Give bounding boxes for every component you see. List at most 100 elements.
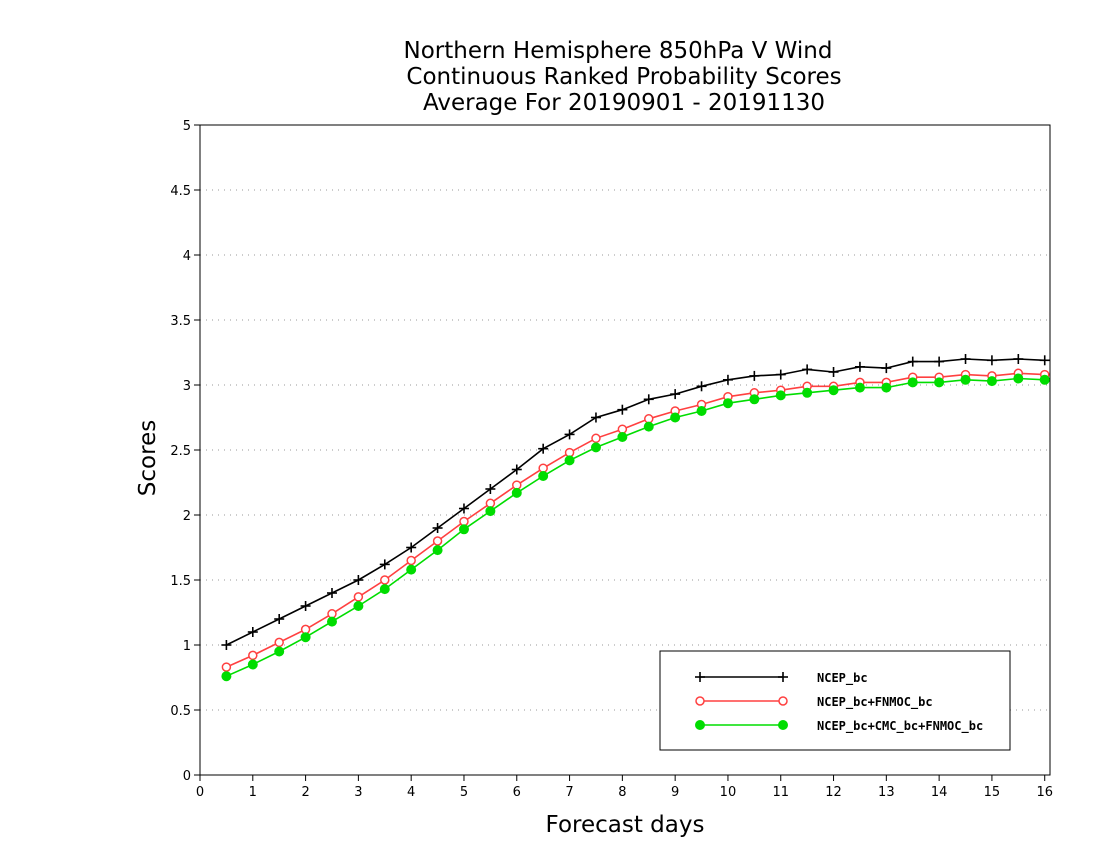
data-point: [695, 672, 705, 682]
data-point: [353, 592, 364, 602]
data-point: [300, 601, 311, 611]
data-point: [248, 650, 258, 661]
data-point: [221, 640, 232, 650]
data-point: [643, 394, 654, 405]
data-point: [353, 575, 364, 585]
data-point: [617, 432, 628, 442]
data-point: [406, 555, 416, 566]
x-tick-label: 0: [196, 785, 204, 800]
data-point: [643, 421, 654, 432]
data-point: [722, 398, 733, 409]
chart-title-line-1: Northern Hemisphere 850hPa V Wind: [404, 38, 833, 64]
y-axis: 0 0.5 1 1.5 2 2.5 3 3.5 4 4.5 5: [170, 119, 200, 784]
x-tick-label: 11: [772, 785, 789, 800]
chart-title-line-2: Continuous Ranked Probability Scores: [406, 64, 841, 90]
legend-label: NCEP_bc+CMC_bc+FNMOC_bc: [817, 719, 983, 734]
data-point: [353, 601, 364, 611]
data-point: [406, 542, 417, 553]
data-point: [749, 394, 760, 405]
data-point: [485, 498, 496, 509]
y-tick-label: 4.5: [170, 184, 191, 199]
data-point: [406, 564, 417, 575]
legend-item: NCEP_bc+CMC_bc+FNMOC_bc: [695, 719, 983, 734]
data-point: [695, 720, 705, 730]
data-point: [564, 429, 575, 440]
x-tick-label: 8: [618, 785, 626, 800]
data-point: [828, 385, 839, 396]
y-tick-label: 5: [183, 119, 191, 134]
data-point: [828, 367, 839, 377]
data-point: [881, 382, 892, 393]
x-tick-label: 13: [878, 785, 895, 800]
x-tick-label: 10: [720, 785, 737, 800]
x-axis-label: Forecast days: [546, 812, 705, 838]
x-tick-label: 2: [301, 785, 309, 800]
chart-title: Northern Hemisphere 850hPa V Wind Contin…: [404, 38, 842, 116]
data-point: [670, 389, 681, 400]
data-point: [778, 672, 788, 682]
data-point: [379, 584, 390, 595]
data-point: [511, 464, 522, 475]
y-tick-label: 3: [183, 379, 191, 394]
data-point: [300, 632, 311, 643]
data-point: [590, 412, 601, 423]
data-point: [274, 614, 285, 624]
y-tick-label: 1.5: [170, 574, 191, 589]
series-1: [221, 354, 1050, 650]
data-point: [749, 370, 760, 381]
data-point: [564, 455, 575, 466]
data-point: [221, 662, 232, 672]
data-point: [591, 433, 601, 444]
data-point: [775, 390, 786, 401]
data-point: [775, 369, 786, 380]
data-point: [960, 374, 971, 385]
y-axis-label: Scores: [135, 420, 161, 496]
series-line: [226, 377, 1045, 677]
data-point: [380, 575, 390, 585]
y-tick-label: 2: [183, 509, 191, 524]
data-point: [432, 523, 443, 533]
legend-label: NCEP_bc+FNMOC_bc: [817, 695, 933, 710]
data-point: [590, 442, 601, 453]
grid: [200, 189, 1050, 711]
data-point: [802, 364, 813, 375]
series-layer: [221, 354, 1050, 682]
data-point: [458, 524, 469, 535]
x-axis: 0 1 2 3 4 5 6 7 8 9 10 11 12 13 14 15 16: [196, 775, 1053, 800]
legend: NCEP_bc NCEP_bc+FNMOC_bc NCEP_bc+CMC_bc+FN…: [659, 650, 1011, 751]
series-2: [221, 368, 1050, 672]
data-point: [221, 671, 232, 682]
x-tick-label: 12: [825, 785, 842, 800]
x-tick-label: 3: [354, 785, 362, 800]
data-point: [934, 356, 945, 367]
data-point: [854, 361, 865, 372]
data-point: [274, 646, 285, 657]
data-point: [326, 616, 337, 627]
data-point: [247, 659, 258, 670]
x-tick-label: 15: [984, 785, 1001, 800]
y-tick-label: 2.5: [170, 444, 191, 459]
data-point: [247, 627, 258, 637]
y-tick-label: 3.5: [170, 314, 191, 329]
series-3: [221, 373, 1050, 682]
y-tick-label: 1: [183, 639, 191, 654]
data-point: [432, 536, 443, 546]
data-point: [986, 355, 997, 366]
data-point: [379, 559, 390, 570]
x-tick-label: 9: [671, 785, 679, 800]
data-point: [670, 412, 681, 423]
data-point: [538, 471, 549, 481]
x-tick-label: 16: [1036, 785, 1053, 800]
data-point: [1039, 374, 1050, 385]
data-point: [907, 377, 918, 388]
x-tick-label: 1: [249, 785, 257, 800]
data-point: [696, 406, 707, 416]
data-point: [802, 387, 813, 398]
legend-item: NCEP_bc: [695, 671, 868, 686]
data-point: [1013, 354, 1024, 364]
data-point: [695, 696, 705, 706]
x-tick-label: 4: [407, 785, 415, 800]
data-point: [778, 696, 788, 706]
data-point: [722, 374, 733, 385]
